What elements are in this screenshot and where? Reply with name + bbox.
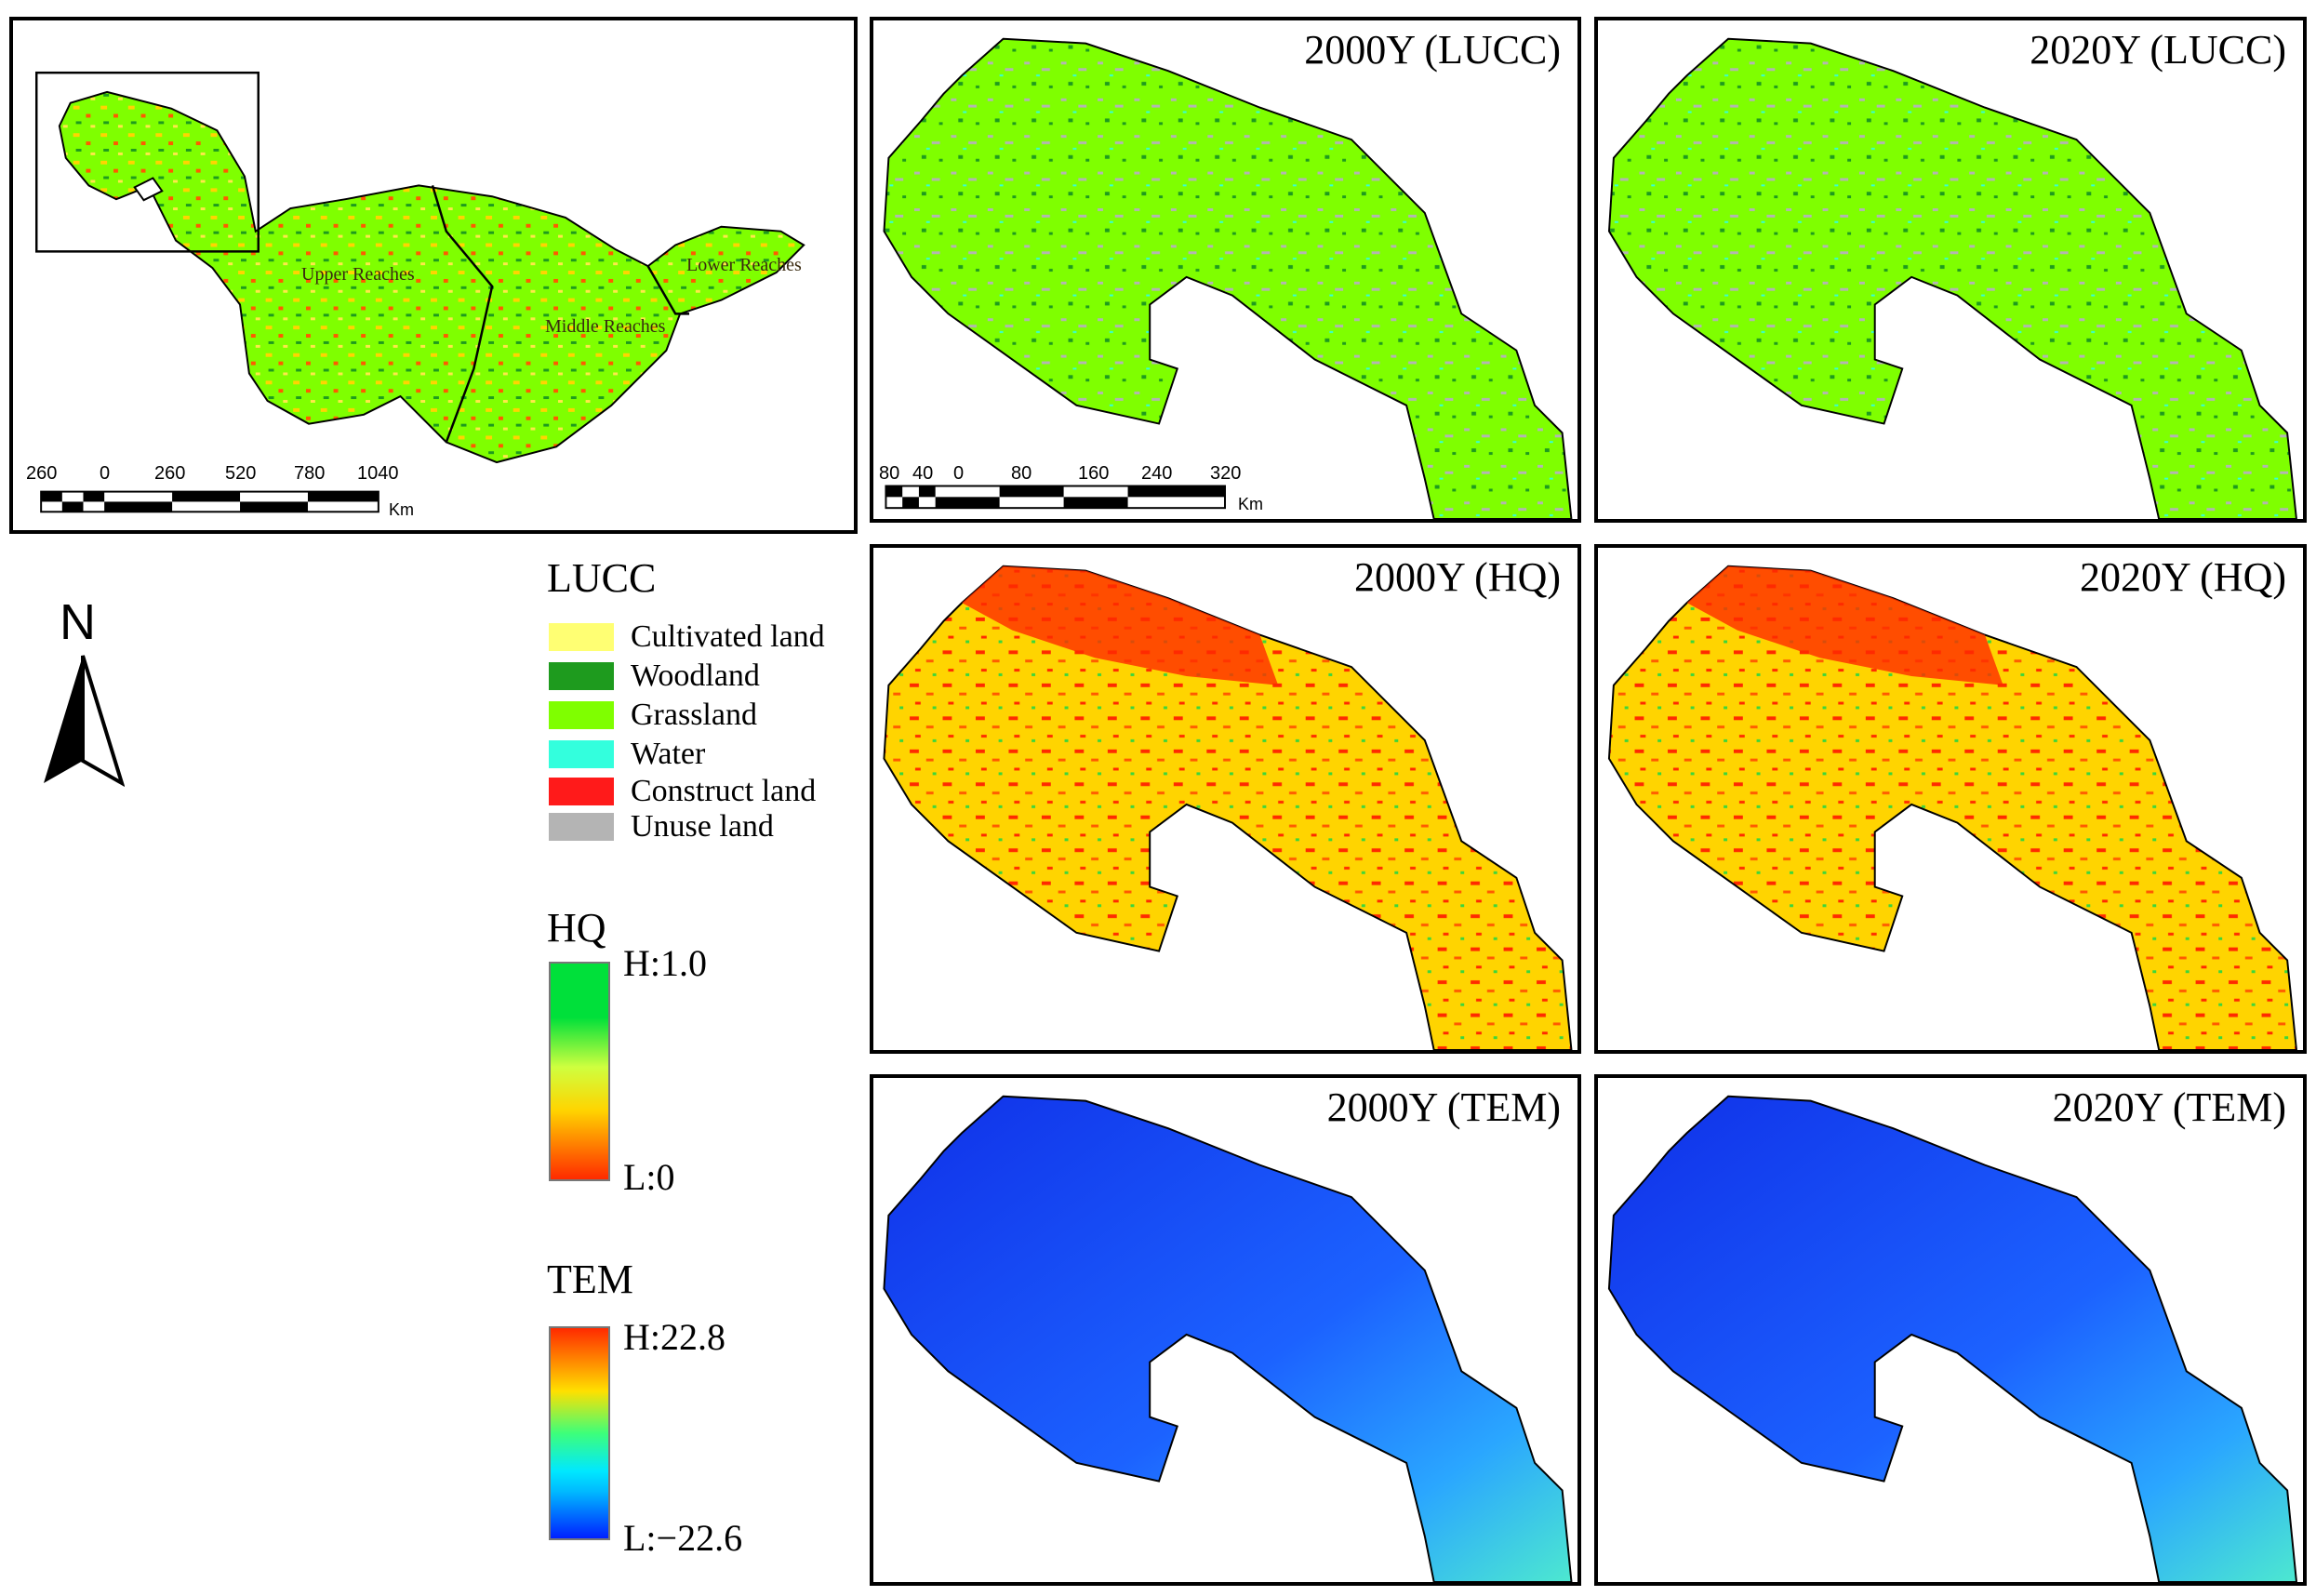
legend-hq-title: HQ: [547, 905, 606, 951]
legend-swatch: [549, 778, 614, 805]
basin-shape: [1607, 565, 2297, 1050]
legend-item: Cultivated land: [549, 619, 825, 654]
panel-title: 2000Y (LUCC): [1304, 27, 1561, 73]
panel-title: 2020Y (HQ): [2080, 554, 2286, 600]
scale-tick: 80: [879, 463, 900, 484]
map-panel-hq-2000: 2000Y (HQ): [870, 544, 1581, 1054]
legend-item: Unuse land: [549, 809, 774, 844]
legend-hq-high: H:1.0: [623, 942, 707, 984]
basin-shape: [883, 1095, 1573, 1582]
scale-tick: 0: [953, 463, 965, 484]
scale-unit: Km: [1238, 495, 1263, 513]
scale-tick: 240: [1141, 463, 1173, 484]
region-label-upper: Upper Reaches: [301, 264, 415, 285]
map-panel-tem-2020: 2020Y (TEM): [1594, 1074, 2307, 1586]
legend-label: Water: [631, 737, 706, 771]
legend-tem-high: H:22.8: [623, 1316, 725, 1358]
legend-tem-low: L:−22.6: [623, 1517, 743, 1559]
scale-tick: 260: [154, 463, 186, 484]
overview-scale-bar: [40, 490, 379, 513]
panel-title: 2000Y (TEM): [1326, 1084, 1561, 1130]
legend-label: Cultivated land: [631, 619, 825, 654]
region-label-middle: Middle Reaches: [545, 316, 666, 337]
inset-extent-box: [34, 71, 260, 253]
scale-unit: Km: [389, 500, 414, 519]
scale-tick: 0: [100, 463, 111, 484]
legend-label: Woodland: [631, 658, 760, 693]
map-panel-lucc-2000: 2000Y (LUCC) 80 40 0 80 160 240 320 Km: [870, 17, 1581, 523]
panel-title: 2000Y (HQ): [1354, 554, 1561, 600]
legend-label: Construct land: [631, 774, 817, 808]
legend-hq-ramp: [549, 962, 610, 1181]
overview-map: Upper Reaches Middle Reaches Lower Reach…: [9, 17, 858, 534]
basin-shape: [883, 565, 1573, 1050]
region-label-lower: Lower Reaches: [686, 255, 802, 275]
legend-lucc-title: LUCC: [547, 555, 657, 601]
legend-label: Grassland: [631, 698, 757, 732]
legend-swatch: [549, 662, 614, 690]
map-panel-tem-2000: 2000Y (TEM): [870, 1074, 1581, 1586]
basin-shape: [883, 37, 1573, 519]
legend-tem-ramp: [549, 1326, 610, 1540]
scale-tick: 260: [26, 463, 58, 484]
map-panel-hq-2020: 2020Y (HQ): [1594, 544, 2307, 1054]
scale-tick: 520: [225, 463, 257, 484]
overview-basin-shape: [34, 71, 805, 513]
scale-tick: 40: [912, 463, 934, 484]
scale-tick: 320: [1210, 463, 1242, 484]
panel-title: 2020Y (LUCC): [2030, 27, 2286, 73]
legend-item: Grassland: [549, 698, 757, 732]
legend-tem-title: TEM: [547, 1257, 633, 1302]
legend-item: Water: [549, 737, 706, 771]
legend-item: Woodland: [549, 658, 760, 693]
north-arrow-icon: [44, 655, 125, 788]
scale-tick: 1040: [357, 463, 399, 484]
legend-swatch: [549, 701, 614, 729]
legend-swatch: [549, 623, 614, 651]
map-panel-lucc-2020: 2020Y (LUCC): [1594, 17, 2307, 523]
scale-tick: 160: [1078, 463, 1110, 484]
panel-title: 2020Y (TEM): [2052, 1084, 2286, 1130]
north-label: N: [60, 594, 96, 650]
legend-swatch: [549, 740, 614, 768]
legend-swatch: [549, 813, 614, 841]
legend-hq-low: L:0: [623, 1156, 675, 1198]
scale-tick: 80: [1011, 463, 1032, 484]
basin-shape: [1607, 37, 2297, 519]
legend-item: Construct land: [549, 774, 817, 808]
scale-tick: 780: [294, 463, 326, 484]
legend-label: Unuse land: [631, 809, 774, 844]
basin-shape: [1607, 1095, 2297, 1582]
